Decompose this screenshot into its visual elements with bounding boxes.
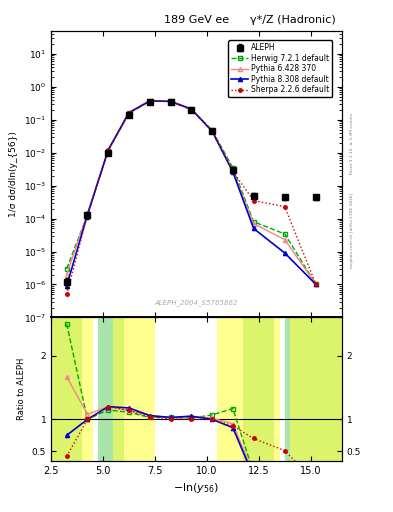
Herwig 7.2.1 default	[85, 212, 90, 218]
Pythia 8.308 default	[127, 110, 131, 116]
Herwig 7.2.1 default	[106, 147, 110, 154]
X-axis label: $-\ln(y_{56})$: $-\ln(y_{56})$	[173, 481, 220, 495]
Pythia 6.428 370	[85, 210, 90, 217]
Line: Pythia 8.308 default: Pythia 8.308 default	[64, 99, 318, 288]
Text: Rivet 3.1.10, ≥ 3.3M events: Rivet 3.1.10, ≥ 3.3M events	[350, 113, 354, 174]
Herwig 7.2.1 default	[168, 98, 173, 104]
Sherpa 2.2.6 default	[283, 204, 287, 210]
Herwig 7.2.1 default	[127, 110, 131, 116]
Sherpa 2.2.6 default	[231, 168, 235, 175]
Pythia 6.428 370	[64, 271, 69, 278]
Sherpa 2.2.6 default	[106, 147, 110, 153]
Y-axis label: Ratio to ALEPH: Ratio to ALEPH	[17, 358, 26, 420]
Text: ALEPH_2004_S5765862: ALEPH_2004_S5765862	[155, 299, 238, 306]
Pythia 8.308 default	[147, 98, 152, 104]
Line: Herwig 7.2.1 default: Herwig 7.2.1 default	[64, 99, 318, 287]
Pythia 8.308 default	[251, 225, 256, 231]
Pythia 6.428 370	[314, 282, 318, 288]
Bar	[290, 317, 342, 461]
Y-axis label: 1/σ dσ/dln(y_{56}): 1/σ dσ/dln(y_{56})	[9, 131, 18, 217]
Bar	[217, 317, 279, 461]
Bar	[98, 317, 124, 461]
Text: γ*/Z (Hadronic): γ*/Z (Hadronic)	[250, 15, 336, 25]
Herwig 7.2.1 default	[189, 106, 194, 113]
Sherpa 2.2.6 default	[64, 291, 69, 297]
Sherpa 2.2.6 default	[314, 282, 318, 288]
Pythia 6.428 370	[210, 127, 215, 134]
Pythia 6.428 370	[283, 237, 287, 243]
Pythia 6.428 370	[189, 106, 194, 112]
Pythia 6.428 370	[231, 168, 235, 174]
Pythia 8.308 default	[189, 106, 194, 112]
Bar	[243, 317, 274, 461]
Sherpa 2.2.6 default	[85, 212, 90, 218]
Herwig 7.2.1 default	[210, 127, 215, 133]
Text: mcplots.cern.ch [arXiv:1306.3436]: mcplots.cern.ch [arXiv:1306.3436]	[350, 193, 354, 268]
Herwig 7.2.1 default	[251, 219, 256, 225]
Line: Sherpa 2.2.6 default: Sherpa 2.2.6 default	[65, 99, 318, 296]
Pythia 8.308 default	[314, 282, 318, 288]
Pythia 8.308 default	[210, 128, 215, 134]
Sherpa 2.2.6 default	[189, 106, 194, 113]
Pythia 6.428 370	[168, 98, 173, 104]
Sherpa 2.2.6 default	[168, 98, 173, 104]
Herwig 7.2.1 default	[283, 231, 287, 237]
Pythia 6.428 370	[127, 110, 131, 116]
Bar	[114, 317, 155, 461]
Pythia 8.308 default	[85, 212, 90, 218]
Bar	[51, 317, 82, 461]
Pythia 6.428 370	[106, 147, 110, 153]
Pythia 8.308 default	[283, 250, 287, 256]
Herwig 7.2.1 default	[314, 282, 318, 288]
Pythia 8.308 default	[64, 283, 69, 289]
Line: Pythia 6.428 370: Pythia 6.428 370	[64, 99, 318, 287]
Legend: ALEPH, Herwig 7.2.1 default, Pythia 6.428 370, Pythia 8.308 default, Sherpa 2.2.: ALEPH, Herwig 7.2.1 default, Pythia 6.42…	[228, 40, 332, 97]
Sherpa 2.2.6 default	[251, 198, 256, 204]
Herwig 7.2.1 default	[231, 164, 235, 170]
Sherpa 2.2.6 default	[147, 98, 152, 104]
Pythia 8.308 default	[168, 98, 173, 104]
Text: 189 GeV ee: 189 GeV ee	[164, 15, 229, 25]
Bar	[51, 317, 93, 461]
Sherpa 2.2.6 default	[210, 128, 215, 134]
Pythia 8.308 default	[231, 169, 235, 175]
Herwig 7.2.1 default	[147, 98, 152, 104]
Pythia 6.428 370	[147, 98, 152, 104]
Bar	[285, 317, 342, 461]
Pythia 8.308 default	[106, 147, 110, 153]
Sherpa 2.2.6 default	[127, 110, 131, 116]
Pythia 6.428 370	[251, 221, 256, 227]
Herwig 7.2.1 default	[64, 266, 69, 272]
